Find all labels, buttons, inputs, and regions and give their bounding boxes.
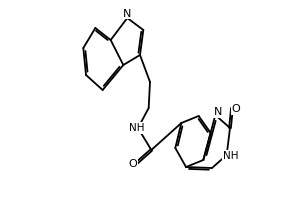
- Text: N: N: [214, 107, 223, 117]
- Text: NH: NH: [223, 151, 238, 161]
- Text: O: O: [129, 159, 137, 169]
- Text: N: N: [123, 9, 131, 19]
- Text: O: O: [232, 104, 240, 114]
- Text: NH: NH: [129, 123, 145, 133]
